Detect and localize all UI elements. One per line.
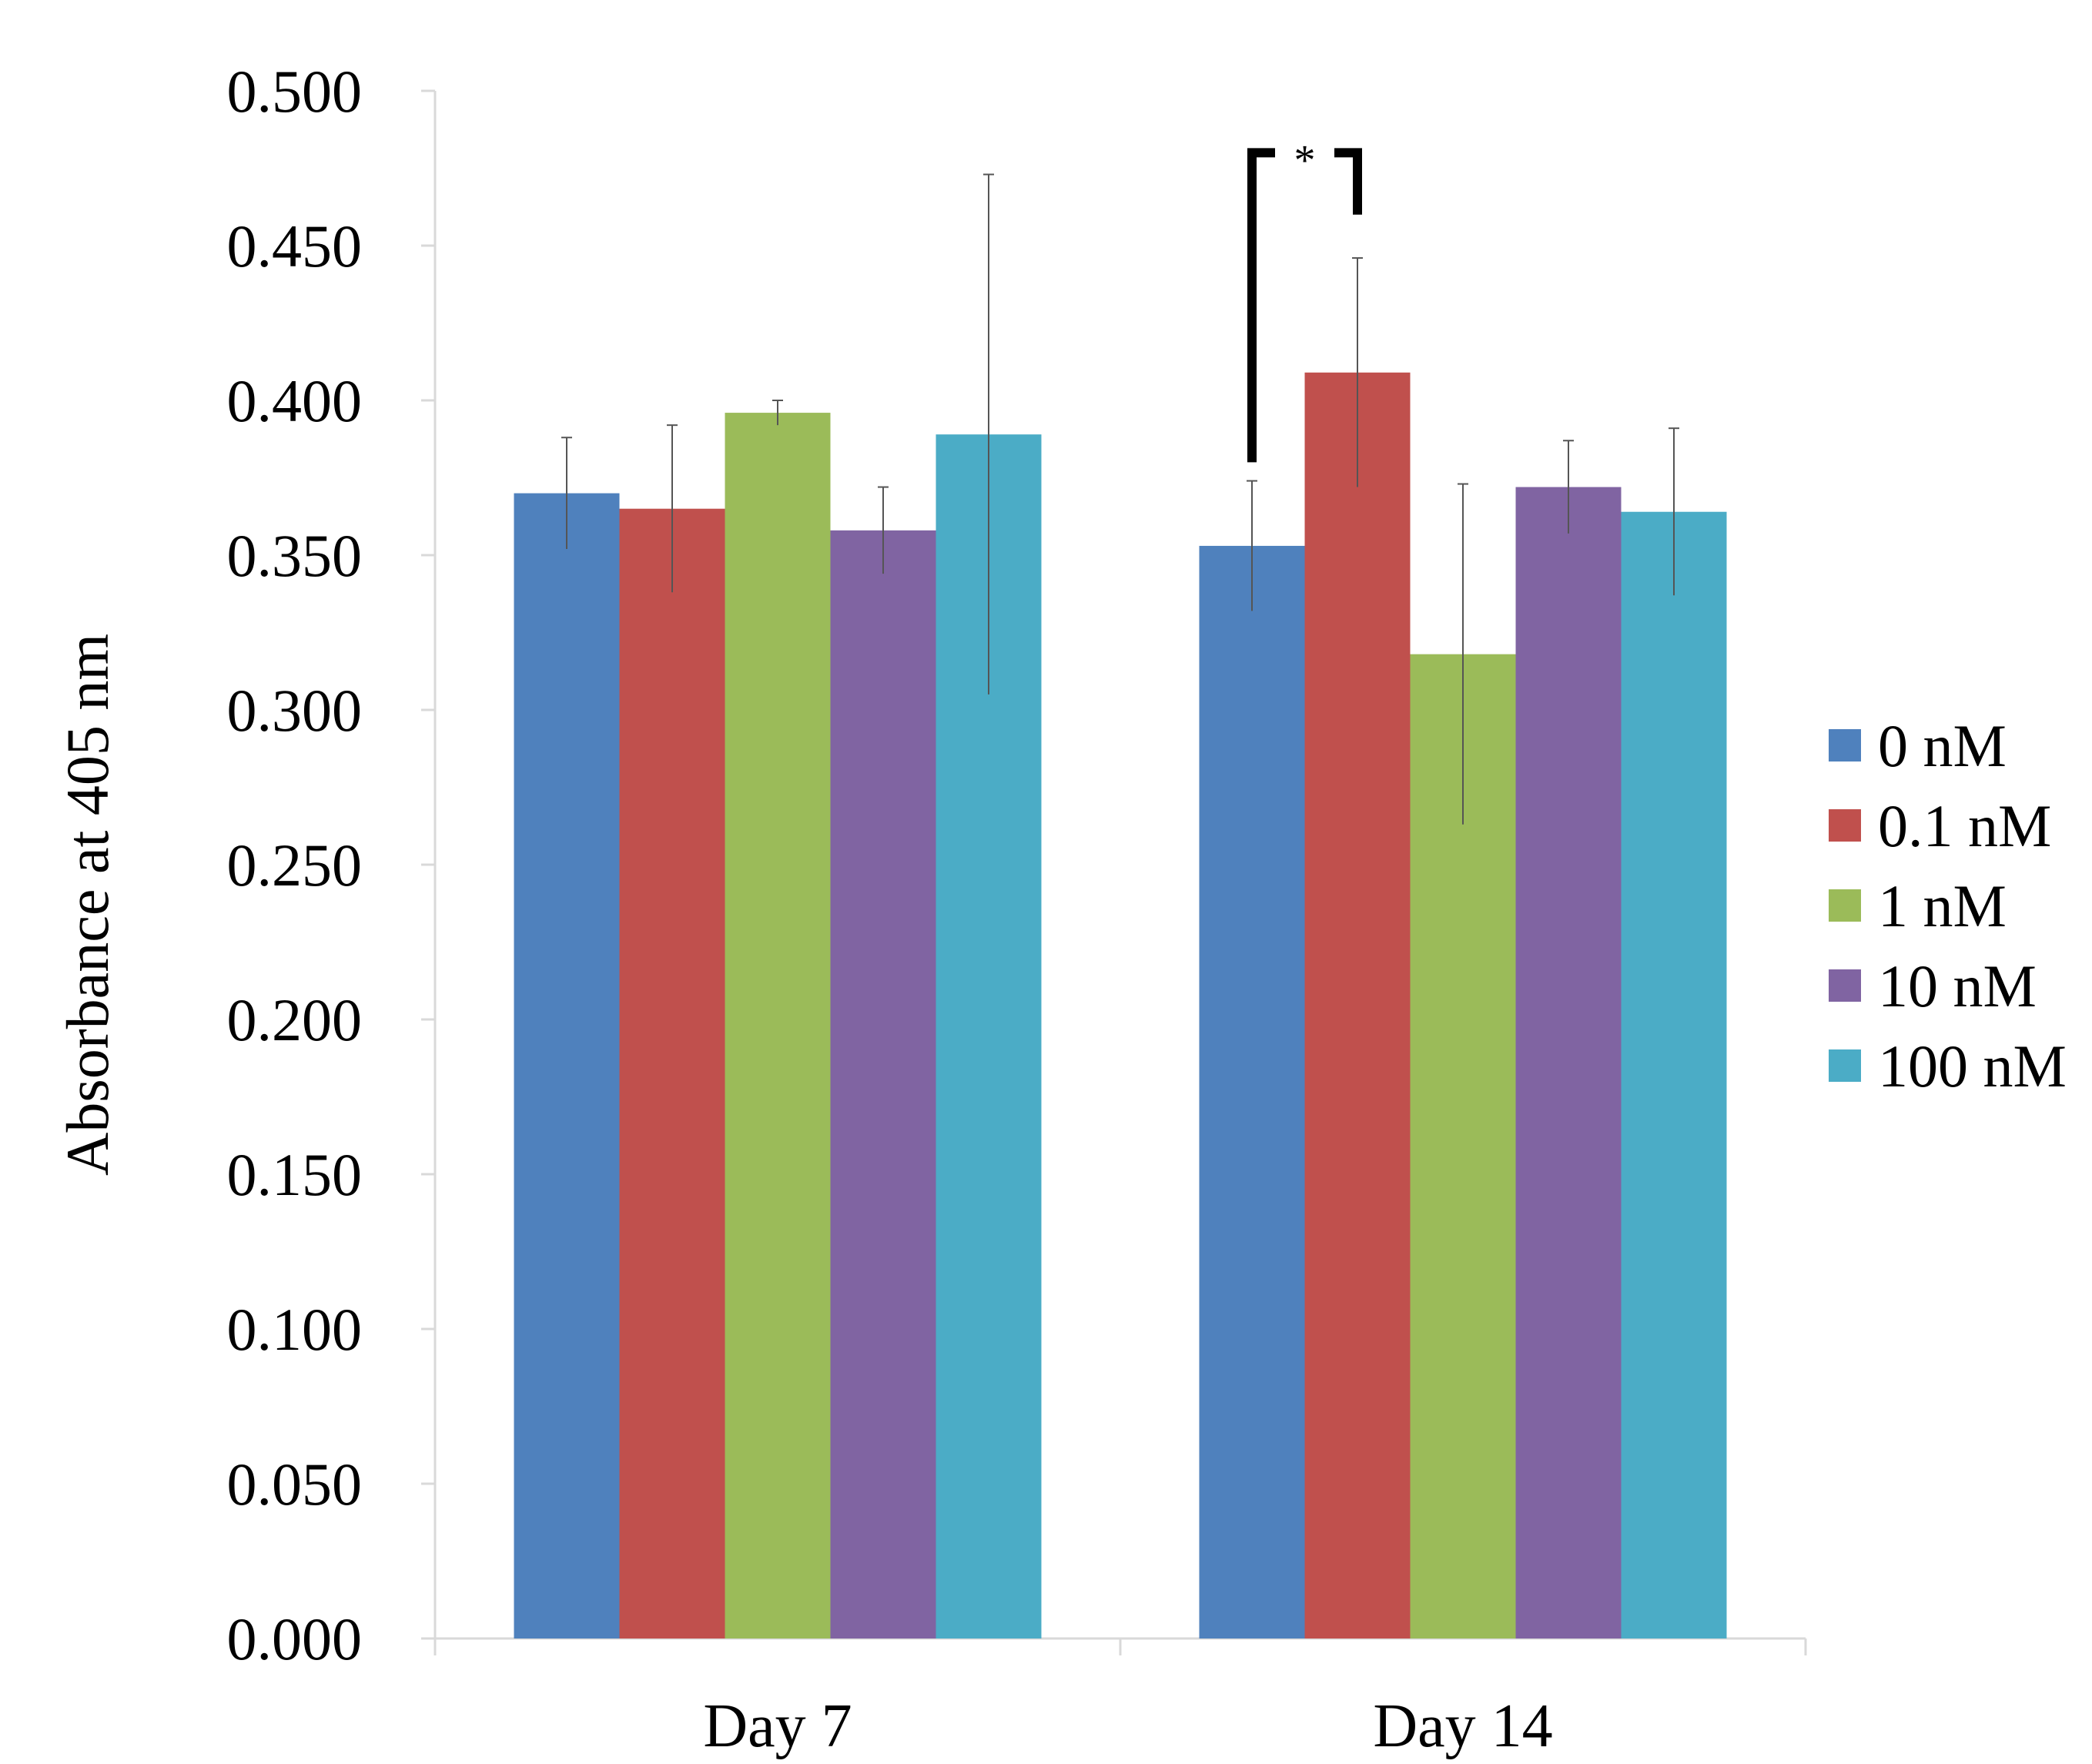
bars	[514, 372, 1727, 1639]
y-tick-label: 0.450	[227, 213, 363, 279]
y-tick-label: 0.050	[227, 1451, 363, 1518]
legend-swatch	[1829, 809, 1861, 842]
y-tick-label: 0.250	[227, 832, 363, 899]
error-bars	[561, 173, 1679, 825]
x-category-label: Day 7	[703, 1692, 852, 1760]
y-tick-label: 0.500	[227, 58, 363, 125]
significance-star: *	[1294, 136, 1316, 184]
bar	[725, 413, 831, 1638]
y-tick-label: 0.100	[227, 1296, 363, 1363]
bar	[1621, 511, 1727, 1638]
legend-swatch	[1829, 1049, 1861, 1082]
legend-label: 0 nM	[1878, 712, 2007, 779]
bar	[514, 493, 620, 1638]
x-category-label: Day 14	[1373, 1692, 1552, 1760]
y-tick-label: 0.300	[227, 677, 363, 744]
bar	[1199, 545, 1305, 1639]
y-tick-label: 0.400	[227, 367, 363, 434]
axes: 0.000 0.050 0.100 0.150 0.200 0.250 0.300 0.350…	[227, 58, 1807, 1760]
annotations: *	[1247, 136, 1362, 463]
y-tick-label: 0.000	[227, 1605, 363, 1672]
y-tick-label: 0.350	[227, 522, 363, 589]
y-tick-label: 0.200	[227, 986, 363, 1053]
legend-label: 10 nM	[1878, 952, 2037, 1019]
bar	[619, 508, 725, 1639]
legend-swatch	[1829, 729, 1861, 761]
bar	[830, 530, 936, 1638]
legend-label: 100 nM	[1878, 1033, 2067, 1100]
legend-label: 0.1 nM	[1878, 792, 2051, 859]
bar	[1515, 487, 1622, 1638]
y-axis-title: Absorbance at 405 nm	[54, 634, 121, 1176]
legend-swatch	[1829, 969, 1861, 1002]
legend-label: 1 nM	[1878, 872, 2007, 939]
bar	[1304, 372, 1411, 1638]
legend: 0 nM 0.1 nM 1 nM 10 nM 100 nM	[1829, 712, 2067, 1100]
legend-swatch	[1829, 889, 1861, 922]
y-tick-label: 0.150	[227, 1141, 363, 1208]
